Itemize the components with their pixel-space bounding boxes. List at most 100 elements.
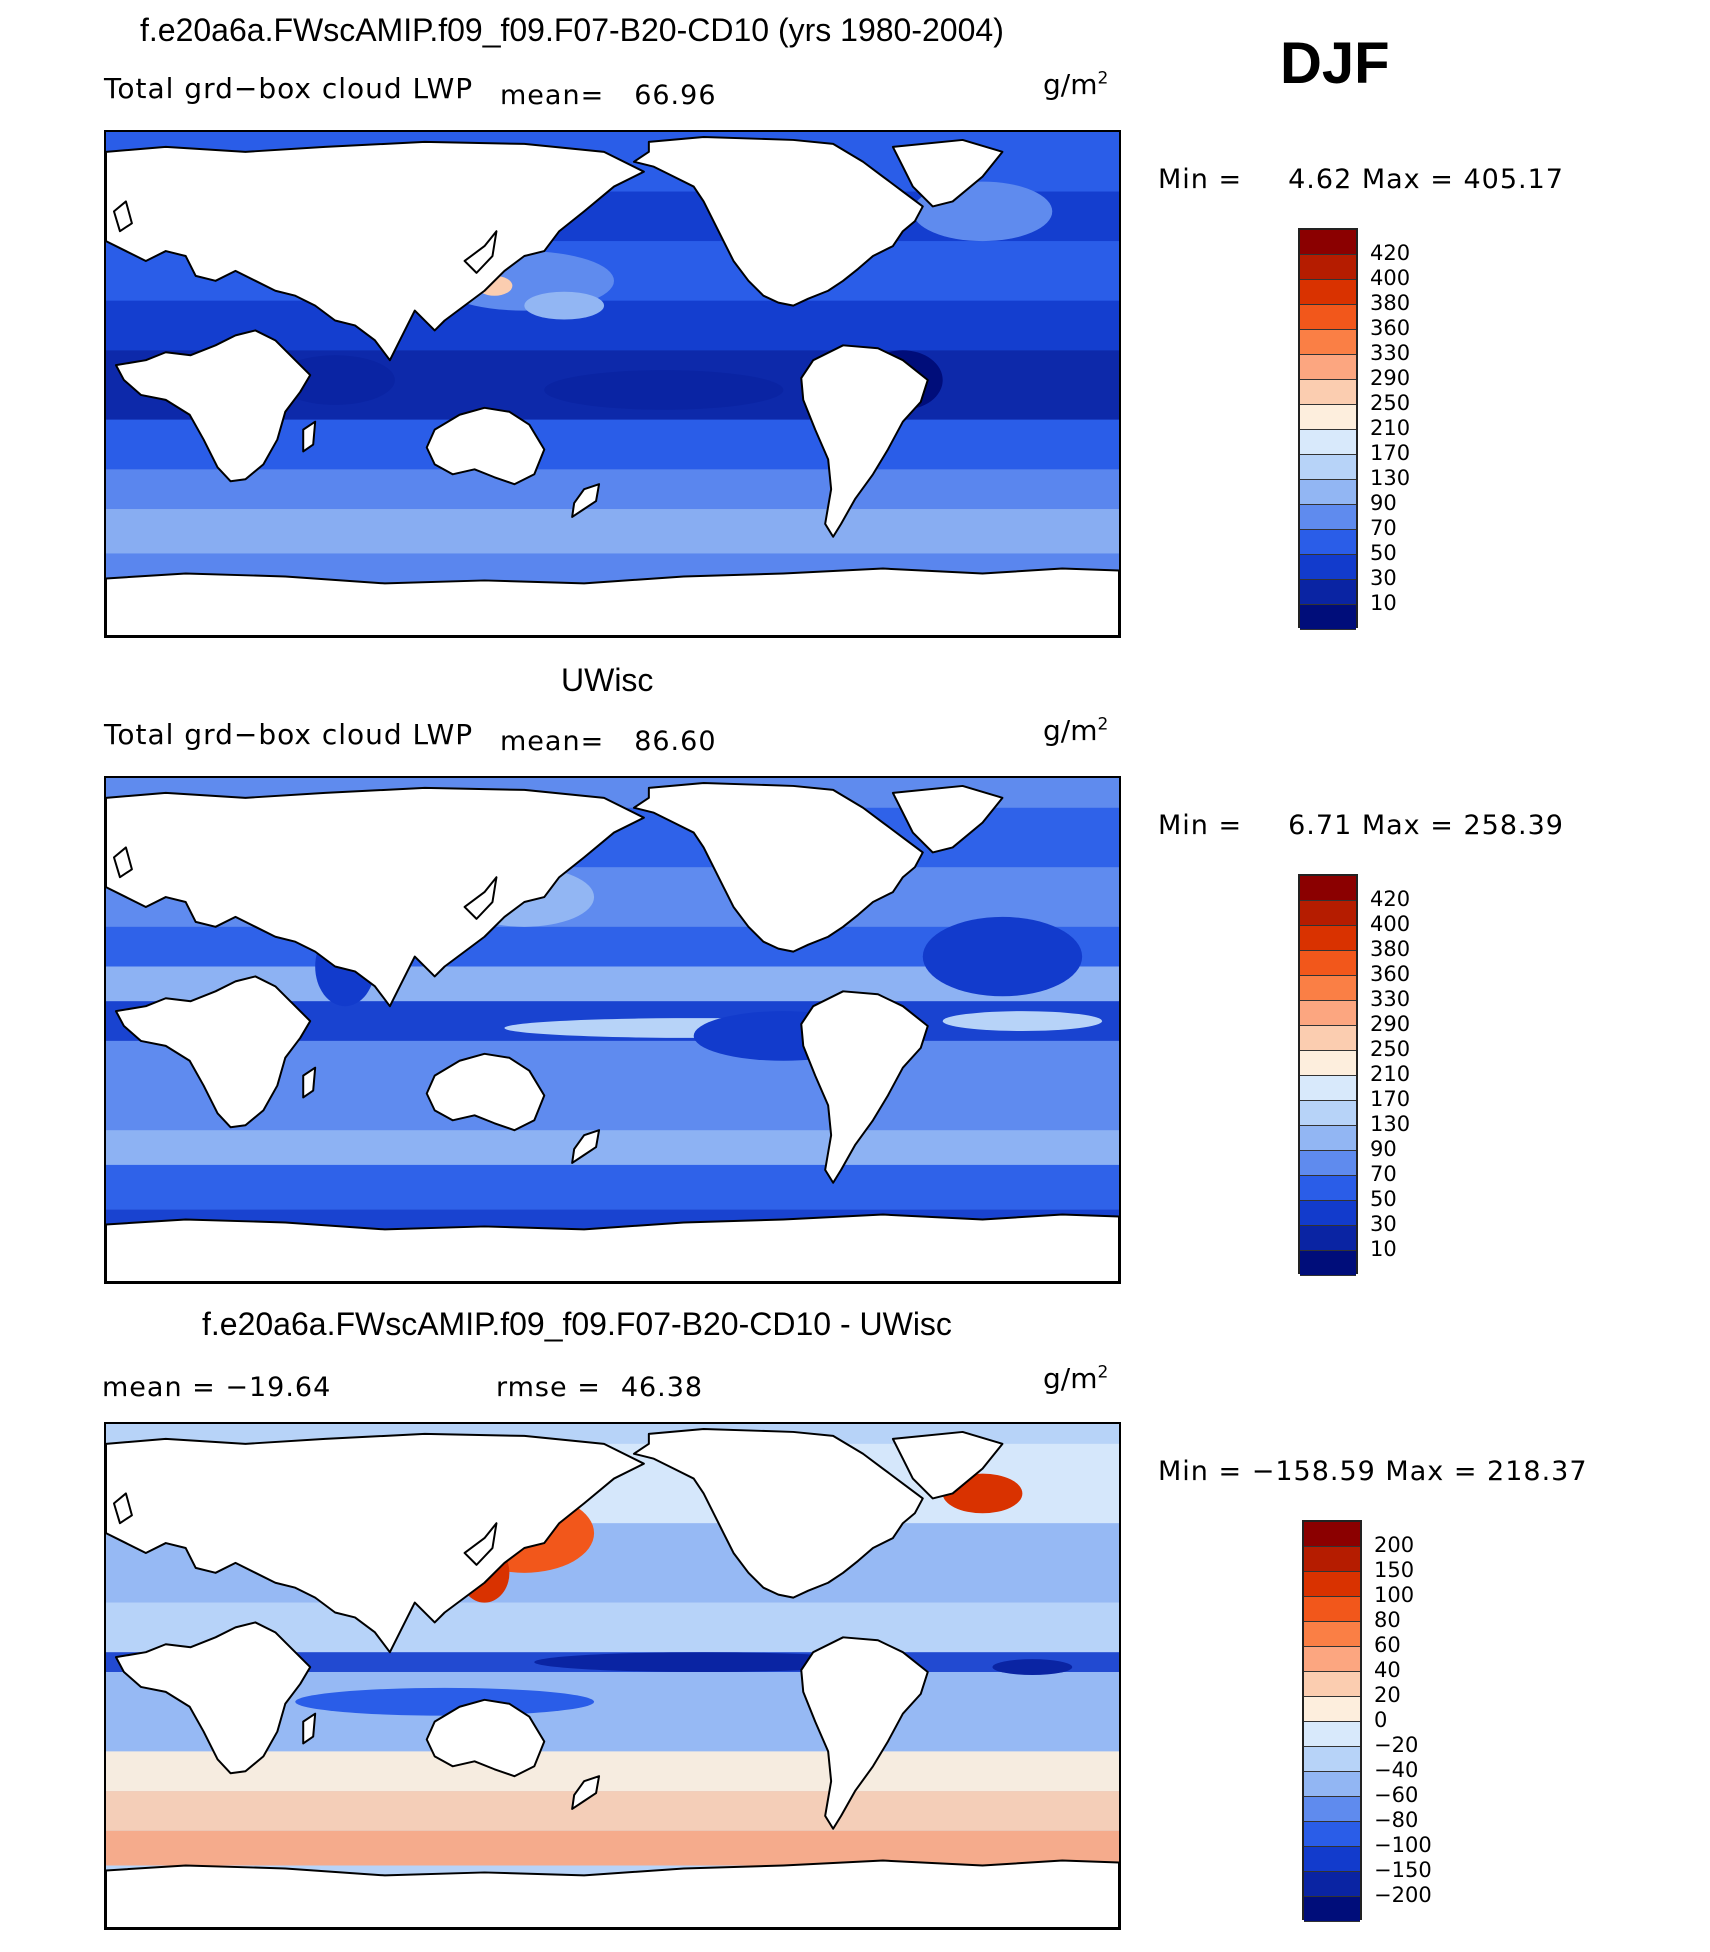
colorbar-level-label: 380: [1370, 291, 1411, 315]
colorbar-swatch: [1300, 901, 1356, 926]
colorbar-level-label: −80: [1374, 1808, 1419, 1832]
land-nz: [571, 1775, 601, 1810]
colorbar-swatch: [1300, 355, 1356, 380]
panel3-rmse: rmse = 46.38: [496, 1372, 704, 1403]
colorbar-swatch: [1300, 605, 1356, 630]
colorbar-swatch: [1300, 1076, 1356, 1101]
land-namerica: [632, 135, 924, 307]
land-madagascar: [302, 420, 317, 453]
contour-region: [992, 1659, 1073, 1676]
contour-region: [942, 1011, 1103, 1031]
land-eurasia: [106, 1432, 645, 1654]
colorbar-swatch: [1300, 926, 1356, 951]
colorbar-swatch: [1304, 1647, 1360, 1672]
land-africa: [114, 975, 312, 1129]
colorbar-swatch: [1300, 455, 1356, 480]
panel3-title: f.e20a6a.FWscAMIP.f09_f09.F07-B20-CD10 -…: [202, 1306, 952, 1342]
colorbar-level-label: −100: [1374, 1833, 1432, 1857]
colorbar-swatches: [1298, 228, 1358, 630]
panel1-map: [104, 130, 1121, 638]
colorbar-level-label: 50: [1370, 541, 1397, 565]
colorbar-swatch: [1304, 1847, 1360, 1872]
colorbar-swatch: [1300, 280, 1356, 305]
colorbar-level-label: 400: [1370, 912, 1411, 936]
panel3-units: g/m2: [1043, 1362, 1109, 1395]
contour-band: [106, 509, 1119, 554]
land-antarctica: [106, 1859, 1119, 1928]
colorbar-swatch: [1304, 1572, 1360, 1597]
colorbar-swatch: [1304, 1622, 1360, 1647]
colorbar-level-label: −20: [1374, 1733, 1419, 1757]
colorbar-swatch: [1300, 305, 1356, 330]
contour-region: [534, 1652, 873, 1673]
land-africa: [114, 329, 312, 483]
colorbar-swatch: [1304, 1797, 1360, 1822]
contour-region: [544, 370, 784, 410]
colorbar-level-label: 70: [1370, 516, 1397, 540]
contour-band: [106, 469, 1119, 510]
land-nz: [571, 1129, 601, 1164]
colorbar-level-label: 420: [1370, 887, 1411, 911]
land-greenland: [891, 784, 1004, 854]
land-japan: [463, 876, 498, 920]
colorbar-swatch: [1300, 430, 1356, 455]
colorbar-level-label: 150: [1374, 1558, 1415, 1582]
contour-region: [524, 291, 605, 320]
colorbar-swatch: [1304, 1772, 1360, 1797]
colorbar-level-label: 130: [1370, 466, 1411, 490]
colorbar-level-label: 40: [1374, 1658, 1401, 1682]
colorbar-level-label: 400: [1370, 266, 1411, 290]
land-eurasia: [106, 140, 645, 362]
panel2-units: g/m2: [1043, 714, 1109, 747]
colorbar-level-label: 210: [1370, 416, 1411, 440]
colorbar-level-label: 30: [1370, 1212, 1397, 1236]
land-australia: [425, 1698, 546, 1778]
colorbar-swatch: [1304, 1547, 1360, 1572]
contour-band: [106, 1130, 1119, 1165]
land-namerica: [632, 781, 924, 953]
colorbar-swatch: [1304, 1747, 1360, 1772]
colorbar-level-label: 20: [1374, 1683, 1401, 1707]
colorbar-level-label: 290: [1370, 1012, 1411, 1036]
colorbar-level-label: 170: [1370, 441, 1411, 465]
colorbar-swatch: [1304, 1597, 1360, 1622]
land-greenland: [891, 138, 1004, 208]
land-madagascar: [302, 1712, 317, 1745]
colorbar-level-label: −200: [1374, 1883, 1432, 1907]
colorbar-swatch: [1300, 976, 1356, 1001]
colorbar-swatch: [1300, 255, 1356, 280]
colorbar-swatch: [1300, 1051, 1356, 1076]
colorbar-level-label: 330: [1370, 987, 1411, 1011]
colorbar-swatch: [1304, 1722, 1360, 1747]
colorbar-level-label: 380: [1370, 937, 1411, 961]
panel1-variable-label: Total grd−box cloud LWP: [104, 72, 474, 105]
land-uk: [112, 200, 133, 233]
contour-band: [106, 1830, 1119, 1866]
season-label: DJF: [1280, 31, 1390, 96]
colorbar-swatch: [1300, 230, 1356, 255]
colorbar-level-label: 100: [1374, 1583, 1415, 1607]
colorbar-level-label: −60: [1374, 1783, 1419, 1807]
colorbar-swatch: [1300, 1001, 1356, 1026]
colorbar-level-label: 330: [1370, 341, 1411, 365]
land-uk: [112, 846, 133, 879]
panel1-mean: mean= 66.96: [500, 80, 717, 111]
land-samerica: [800, 344, 929, 538]
land-samerica: [800, 990, 929, 1184]
land-antarctica: [106, 567, 1119, 636]
colorbar-level-label: 250: [1370, 1037, 1411, 1061]
panel3-min-max: Min = −158.59 Max = 218.37: [1158, 1456, 1588, 1487]
colorbar-level-label: 130: [1370, 1112, 1411, 1136]
panel1-title: f.e20a6a.FWscAMIP.f09_f09.F07-B20-CD10 (…: [140, 12, 1004, 48]
colorbar-level-label: 420: [1370, 241, 1411, 265]
colorbar-swatch: [1300, 380, 1356, 405]
colorbar-level-label: 80: [1374, 1608, 1401, 1632]
land-greenland: [891, 1430, 1004, 1500]
colorbar-swatch: [1300, 1176, 1356, 1201]
land-eurasia: [106, 786, 645, 1008]
colorbar-swatch: [1300, 1151, 1356, 1176]
colorbar-level-label: 170: [1370, 1087, 1411, 1111]
panel2-title: UWisc: [561, 662, 654, 698]
land-antarctica: [106, 1213, 1119, 1282]
panel2-map: [104, 776, 1121, 1284]
